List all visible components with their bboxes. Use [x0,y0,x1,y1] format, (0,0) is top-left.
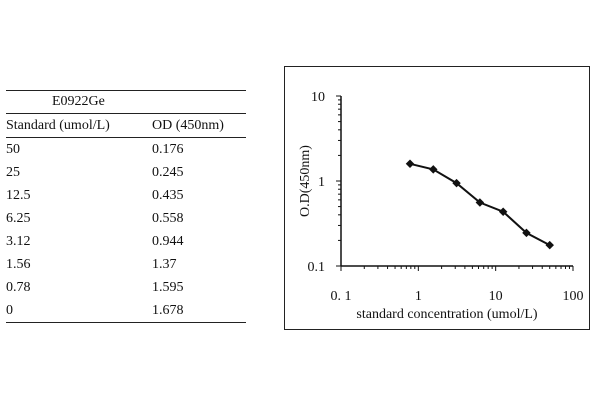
table-row: 12.5 0.435 [6,184,246,207]
header-standard: Standard (umol/L) [6,118,110,133]
header-od: OD (450nm) [152,118,224,133]
cell-od: 1.678 [152,303,184,318]
cell-od: 0.176 [152,142,184,157]
cell-od: 0.944 [152,234,184,249]
cell-od: 1.595 [152,280,184,295]
series-markers [405,159,554,250]
x-tick-label: 100 [563,289,584,304]
cell-standard: 0 [6,303,13,318]
chart-tick-labels: 0.1 1 10 0. 1 1 10 100 [308,90,584,304]
cell-od: 0.558 [152,211,184,226]
cell-standard: 25 [6,165,20,180]
y-tick-label: 10 [311,90,325,105]
data-point [522,228,531,238]
cell-od: 0.245 [152,165,184,180]
cell-standard: 12.5 [6,188,31,203]
cell-standard: 6.25 [6,211,31,226]
table-header-row: Standard (umol/L) OD (450nm) [6,114,246,137]
standard-curve-chart: 0.1 1 10 0. 1 1 10 100 standard concentration … [298,90,584,322]
cell-standard: 50 [6,142,20,157]
table-header-bottom-rule [6,137,246,138]
data-point [452,178,461,188]
cell-od: 0.435 [152,188,184,203]
table-row: 25 0.245 [6,161,246,184]
table-header-rule [6,113,246,114]
data-point [429,165,438,174]
y-tick-label: 0.1 [308,260,326,275]
y-tick-label: 1 [318,175,325,190]
table-row: 3.12 0.944 [6,230,246,253]
y-axis-label: O.D(450nm) [298,145,313,217]
table-row: 0.78 1.595 [6,276,246,299]
cell-standard: 3.12 [6,234,31,249]
table-top-rule [6,90,246,91]
x-tick-label: 1 [415,289,422,304]
cell-standard: 0.78 [6,280,31,295]
chart-frame: 0.1 1 10 0. 1 1 10 100 standard concentration … [284,66,590,330]
standard-table: E0922Ge Standard (umol/L) OD (450nm) 50 … [6,90,246,323]
chart-ticks [336,95,574,271]
data-point [498,207,508,216]
x-axis-label: standard concentration (umol/L) [356,307,537,322]
x-tick-label: 0. 1 [331,289,352,304]
table-row: 50 0.176 [6,138,246,161]
data-point [475,198,485,207]
x-tick-label: 10 [489,289,503,304]
cell-standard: 1.56 [6,257,31,272]
table-bottom-rule [6,322,246,323]
table-title: E0922Ge [52,94,105,109]
cell-od: 1.37 [152,257,177,272]
data-point [545,240,554,250]
table-row: 6.25 0.558 [6,207,246,230]
data-point [405,159,415,169]
table-row: 1.56 1.37 [6,253,246,276]
table-row: 0 1.678 [6,299,246,322]
